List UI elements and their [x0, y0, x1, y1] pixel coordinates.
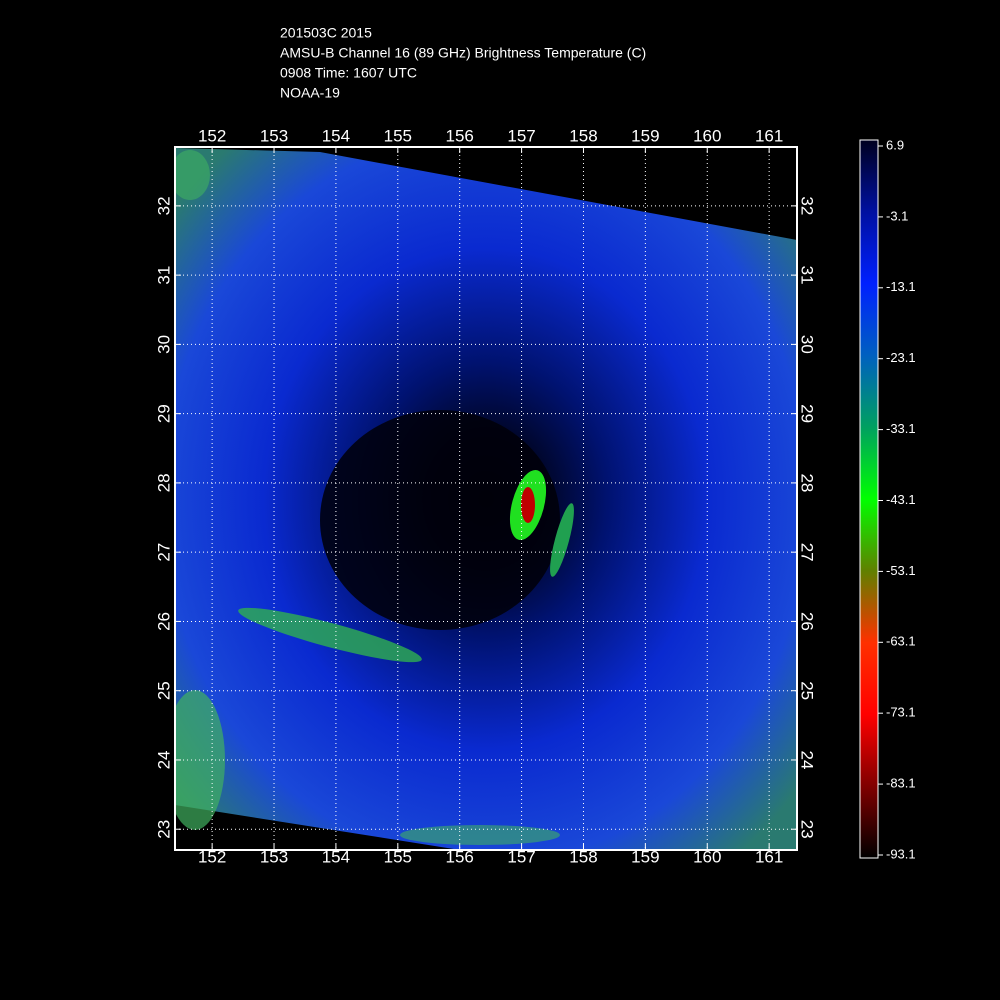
y-tick-label: 31: [154, 266, 173, 285]
satellite-image: [175, 148, 797, 850]
x-tick-label: 157: [507, 847, 535, 866]
colorbar-label: -63.1: [886, 634, 916, 649]
colorbar-label: -83.1: [886, 776, 916, 791]
y-tick-label: 32: [798, 196, 817, 215]
colorbar-label: -73.1: [886, 705, 916, 720]
y-tick-label: 29: [798, 404, 817, 423]
colorbar-label: -93.1: [886, 846, 916, 861]
colorbar: [859, 139, 879, 859]
colorbar-label: -23.1: [886, 350, 916, 365]
edge-band: [400, 825, 560, 845]
x-tick-label: 159: [631, 847, 659, 866]
x-tick-label: 161: [755, 126, 783, 145]
colorbar-label: -13.1: [886, 279, 916, 294]
y-tick-label: 25: [798, 681, 817, 700]
eye: [320, 410, 560, 630]
y-tick-label: 24: [798, 750, 817, 769]
y-tick-label: 23: [798, 820, 817, 839]
title-line: 0908 Time: 1607 UTC: [280, 65, 417, 81]
colorbar-label: -53.1: [886, 563, 916, 578]
x-tick-label: 158: [569, 126, 597, 145]
colorbar-label: -43.1: [886, 492, 916, 507]
x-tick-label: 158: [569, 847, 597, 866]
y-tick-label: 24: [154, 750, 173, 769]
x-tick-label: 153: [260, 126, 288, 145]
y-tick-label: 30: [798, 335, 817, 354]
y-tick-label: 26: [154, 612, 173, 631]
x-tick-label: 156: [446, 126, 474, 145]
x-tick-label: 152: [198, 126, 226, 145]
y-tick-label: 28: [798, 473, 817, 492]
x-tick-label: 154: [322, 847, 350, 866]
y-tick-label: 28: [154, 473, 173, 492]
x-tick-label: 155: [384, 126, 412, 145]
x-tick-label: 160: [693, 126, 721, 145]
title-line: AMSU-B Channel 16 (89 GHz) Brightness Te…: [280, 45, 646, 61]
eyewall-core: [521, 487, 535, 523]
rain-band: [550, 503, 574, 577]
y-tick-label: 29: [154, 404, 173, 423]
colorbar-label: -3.1: [886, 208, 908, 223]
y-tick-label: 27: [154, 543, 173, 562]
x-tick-label: 157: [507, 126, 535, 145]
x-tick-label: 152: [198, 847, 226, 866]
edge-band: [175, 150, 210, 200]
plot-frame: [174, 146, 798, 851]
colorbar-label: 6.9: [886, 137, 904, 152]
y-tick-label: 26: [798, 612, 817, 631]
y-tick-label: 31: [798, 266, 817, 285]
x-tick-label: 156: [446, 847, 474, 866]
colorbar-label: -33.1: [886, 421, 916, 436]
y-tick-label: 23: [154, 820, 173, 839]
title-line: 201503C 2015: [280, 25, 372, 41]
y-tick-label: 27: [798, 543, 817, 562]
y-tick-label: 25: [154, 681, 173, 700]
x-tick-label: 155: [384, 847, 412, 866]
rain-band: [238, 607, 422, 663]
x-tick-label: 160: [693, 847, 721, 866]
y-tick-label: 30: [154, 335, 173, 354]
x-tick-label: 153: [260, 847, 288, 866]
title-line: NOAA-19: [280, 85, 340, 101]
x-tick-label: 154: [322, 126, 350, 145]
x-tick-label: 159: [631, 126, 659, 145]
x-tick-label: 161: [755, 847, 783, 866]
y-tick-label: 32: [154, 196, 173, 215]
